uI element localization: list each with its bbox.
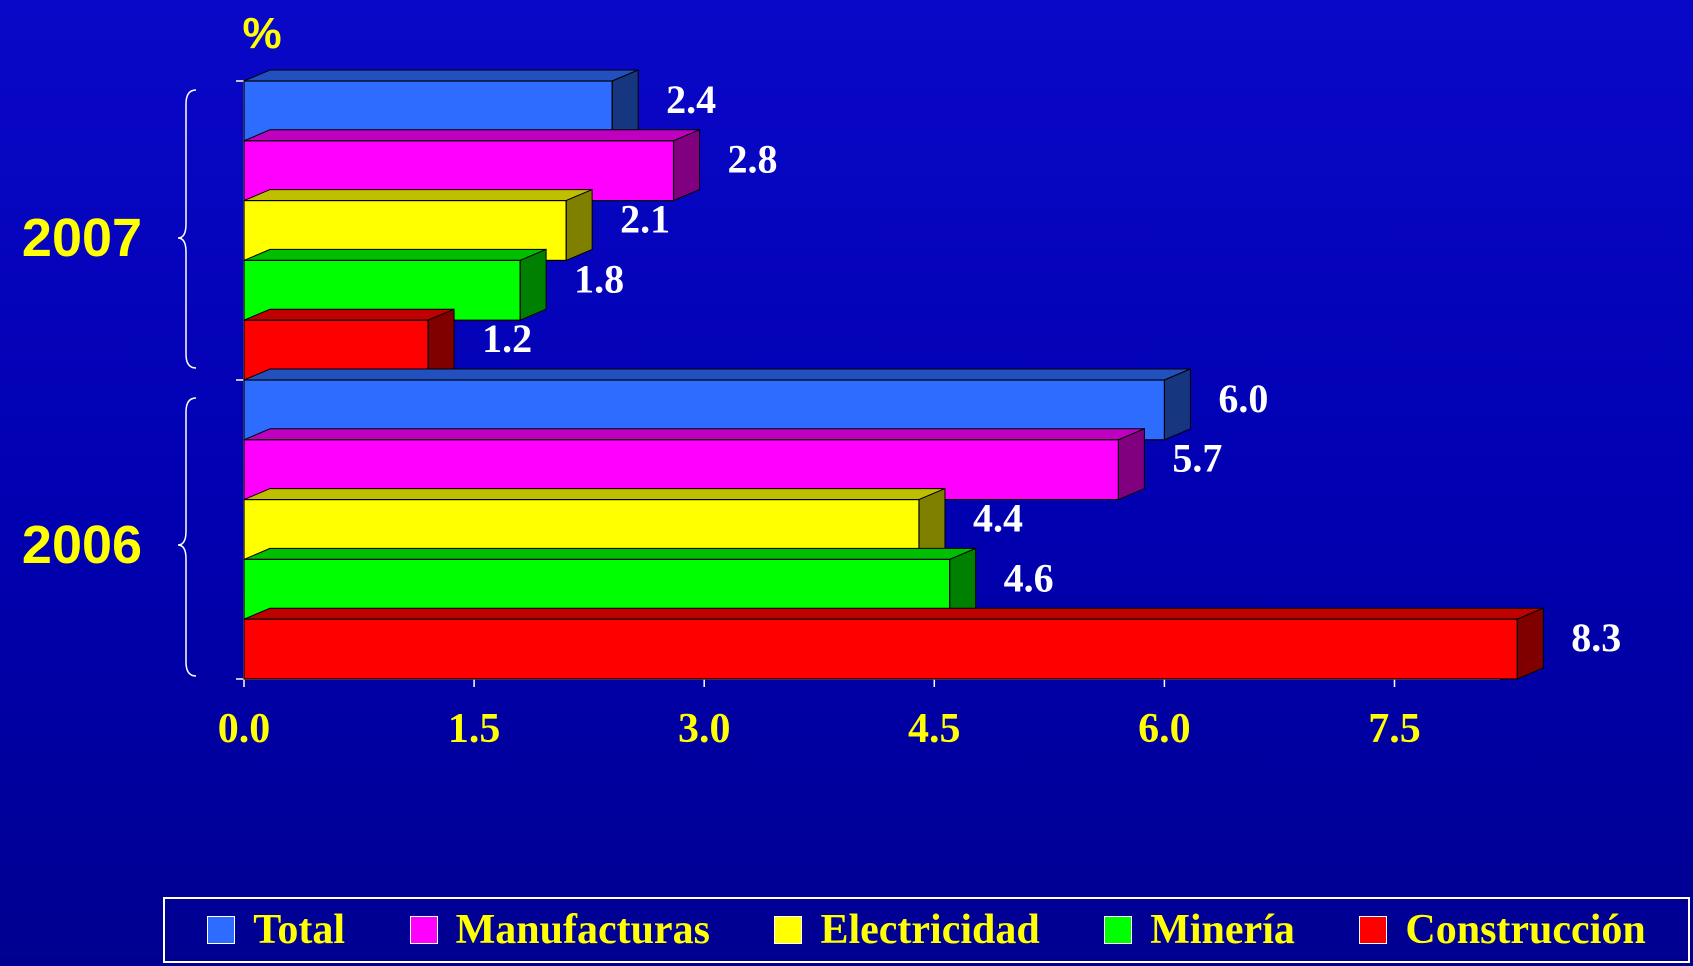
bar-top-manufacturas-2006 bbox=[243, 428, 1145, 441]
value-label-manufacturas-2006: 5.7 bbox=[1172, 436, 1222, 481]
value-label-electricidad-2006: 4.4 bbox=[973, 496, 1023, 541]
bar-top-electricidad-2007 bbox=[243, 189, 593, 202]
legend-label-mineria: Minería bbox=[1150, 907, 1295, 953]
bar-side-mineria-2007 bbox=[519, 248, 547, 321]
value-label-construccion-2006: 8.3 bbox=[1571, 615, 1621, 660]
bar-side-electricidad-2007 bbox=[565, 188, 593, 262]
value-label-manufacturas-2007: 2.8 bbox=[728, 137, 778, 182]
group-label-2007: 2007 bbox=[22, 208, 142, 268]
value-label-electricidad-2007: 2.1 bbox=[620, 197, 670, 242]
legend-swatch-electricidad bbox=[774, 916, 803, 944]
bar-top-construccion-2006 bbox=[243, 607, 1544, 620]
bar-construccion-2006 bbox=[243, 618, 1518, 680]
group-brace-2006 bbox=[177, 397, 197, 677]
bar-top-total-2006 bbox=[243, 368, 1191, 381]
unit-label: % bbox=[242, 9, 281, 58]
bar-side-manufacturas-2007 bbox=[673, 129, 701, 202]
bar-top-construccion-2007 bbox=[243, 308, 455, 321]
bar-side-construccion-2006 bbox=[1516, 607, 1544, 680]
bar-side-manufacturas-2006 bbox=[1117, 428, 1145, 501]
legend-label-construccion: Construcción bbox=[1405, 907, 1646, 953]
legend-item-electricidad: Electricidad bbox=[774, 906, 1040, 954]
legend-swatch-construccion bbox=[1359, 916, 1388, 944]
bar-top-electricidad-2006 bbox=[243, 488, 946, 501]
group-label-2006: 2006 bbox=[22, 515, 142, 575]
legend-label-electricidad: Electricidad bbox=[820, 907, 1040, 953]
legend-item-total: Total bbox=[207, 906, 345, 954]
bar-top-mineria-2007 bbox=[243, 248, 547, 261]
x-tick-label: 4.5 bbox=[908, 706, 961, 752]
x-tick-label: 1.5 bbox=[448, 706, 501, 752]
legend: Total Manufacturas Electricidad Minería Cons… bbox=[163, 897, 1690, 963]
value-label-mineria-2007: 1.8 bbox=[574, 256, 624, 301]
bar-side-total-2006 bbox=[1163, 368, 1191, 441]
value-label-total-2007: 2.4 bbox=[666, 77, 716, 122]
x-tick-label: 3.0 bbox=[678, 706, 731, 752]
legend-item-manufacturas: Manufacturas bbox=[409, 906, 710, 954]
x-tick-label: 6.0 bbox=[1138, 706, 1191, 752]
legend-swatch-mineria bbox=[1104, 916, 1133, 944]
legend-swatch-total bbox=[207, 916, 236, 944]
x-tick-label: 0.0 bbox=[218, 706, 271, 752]
legend-label-manufacturas: Manufacturas bbox=[455, 907, 710, 953]
value-label-total-2006: 6.0 bbox=[1218, 376, 1268, 421]
legend-item-mineria: Minería bbox=[1104, 906, 1295, 954]
value-label-mineria-2006: 4.6 bbox=[1004, 555, 1054, 600]
value-label-construccion-2007: 1.2 bbox=[482, 316, 532, 361]
legend-item-construccion: Construcción bbox=[1359, 906, 1646, 954]
bar-top-total-2007 bbox=[243, 69, 639, 82]
legend-swatch-manufacturas bbox=[409, 916, 438, 944]
group-brace-2007 bbox=[177, 89, 197, 369]
legend-label-total: Total bbox=[253, 907, 346, 953]
bar-top-manufacturas-2007 bbox=[243, 129, 700, 142]
bar-top-mineria-2006 bbox=[243, 547, 976, 560]
x-tick-label: 7.5 bbox=[1368, 706, 1421, 752]
